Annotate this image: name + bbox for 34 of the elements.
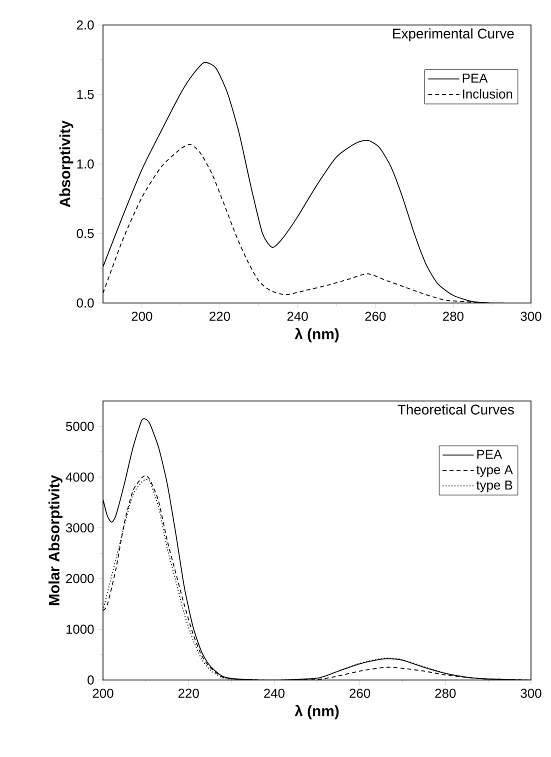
x-tick-label: 300: [520, 312, 542, 321]
y-tick-label: 3000: [66, 523, 94, 532]
y-tick-label: 1.0: [77, 159, 94, 169]
legend-label: PEA: [477, 450, 502, 459]
chart-title: Theoretical Curves: [398, 404, 514, 415]
x-axis-title: λ (nm): [294, 328, 339, 342]
x-tick-label: 200: [92, 688, 114, 698]
legend-label: type A: [476, 465, 513, 477]
x-axis-title: λ (nm): [294, 704, 339, 720]
x-tick-label: 300: [520, 688, 542, 698]
x-tick-label: 280: [443, 312, 464, 321]
y-axis-title: Molar Absorptivity: [48, 474, 62, 606]
x-tick-label: 240: [287, 312, 308, 321]
x-tick-label: 260: [350, 688, 370, 698]
y-axis-title: Absorptivity: [59, 120, 74, 208]
y-tick-label: 2000: [66, 574, 94, 584]
y-tick-label: 1000: [66, 624, 94, 634]
legend-label: Inclusion: [463, 89, 512, 99]
x-tick-label: 220: [210, 312, 230, 321]
x-tick-label: 200: [132, 312, 152, 321]
x-tick-label: 280: [435, 688, 456, 698]
x-tick-label: 220: [178, 688, 199, 698]
y-tick-label: 0.0: [76, 298, 94, 308]
y-tick-label: 4000: [66, 472, 94, 482]
y-tick-label: 0.5: [76, 228, 94, 238]
y-tick-label: 5000: [66, 422, 94, 431]
y-tick-label: 0: [88, 675, 94, 685]
legend-label: type B: [476, 480, 512, 492]
y-tick-label: 1.5: [77, 90, 94, 100]
x-tick-label: 260: [365, 312, 386, 321]
legend-label: PEA: [462, 74, 488, 83]
x-tick-label: 240: [264, 688, 284, 698]
chart-title: Experimental Curve: [393, 28, 514, 42]
y-tick-label: 2.0: [76, 20, 94, 30]
